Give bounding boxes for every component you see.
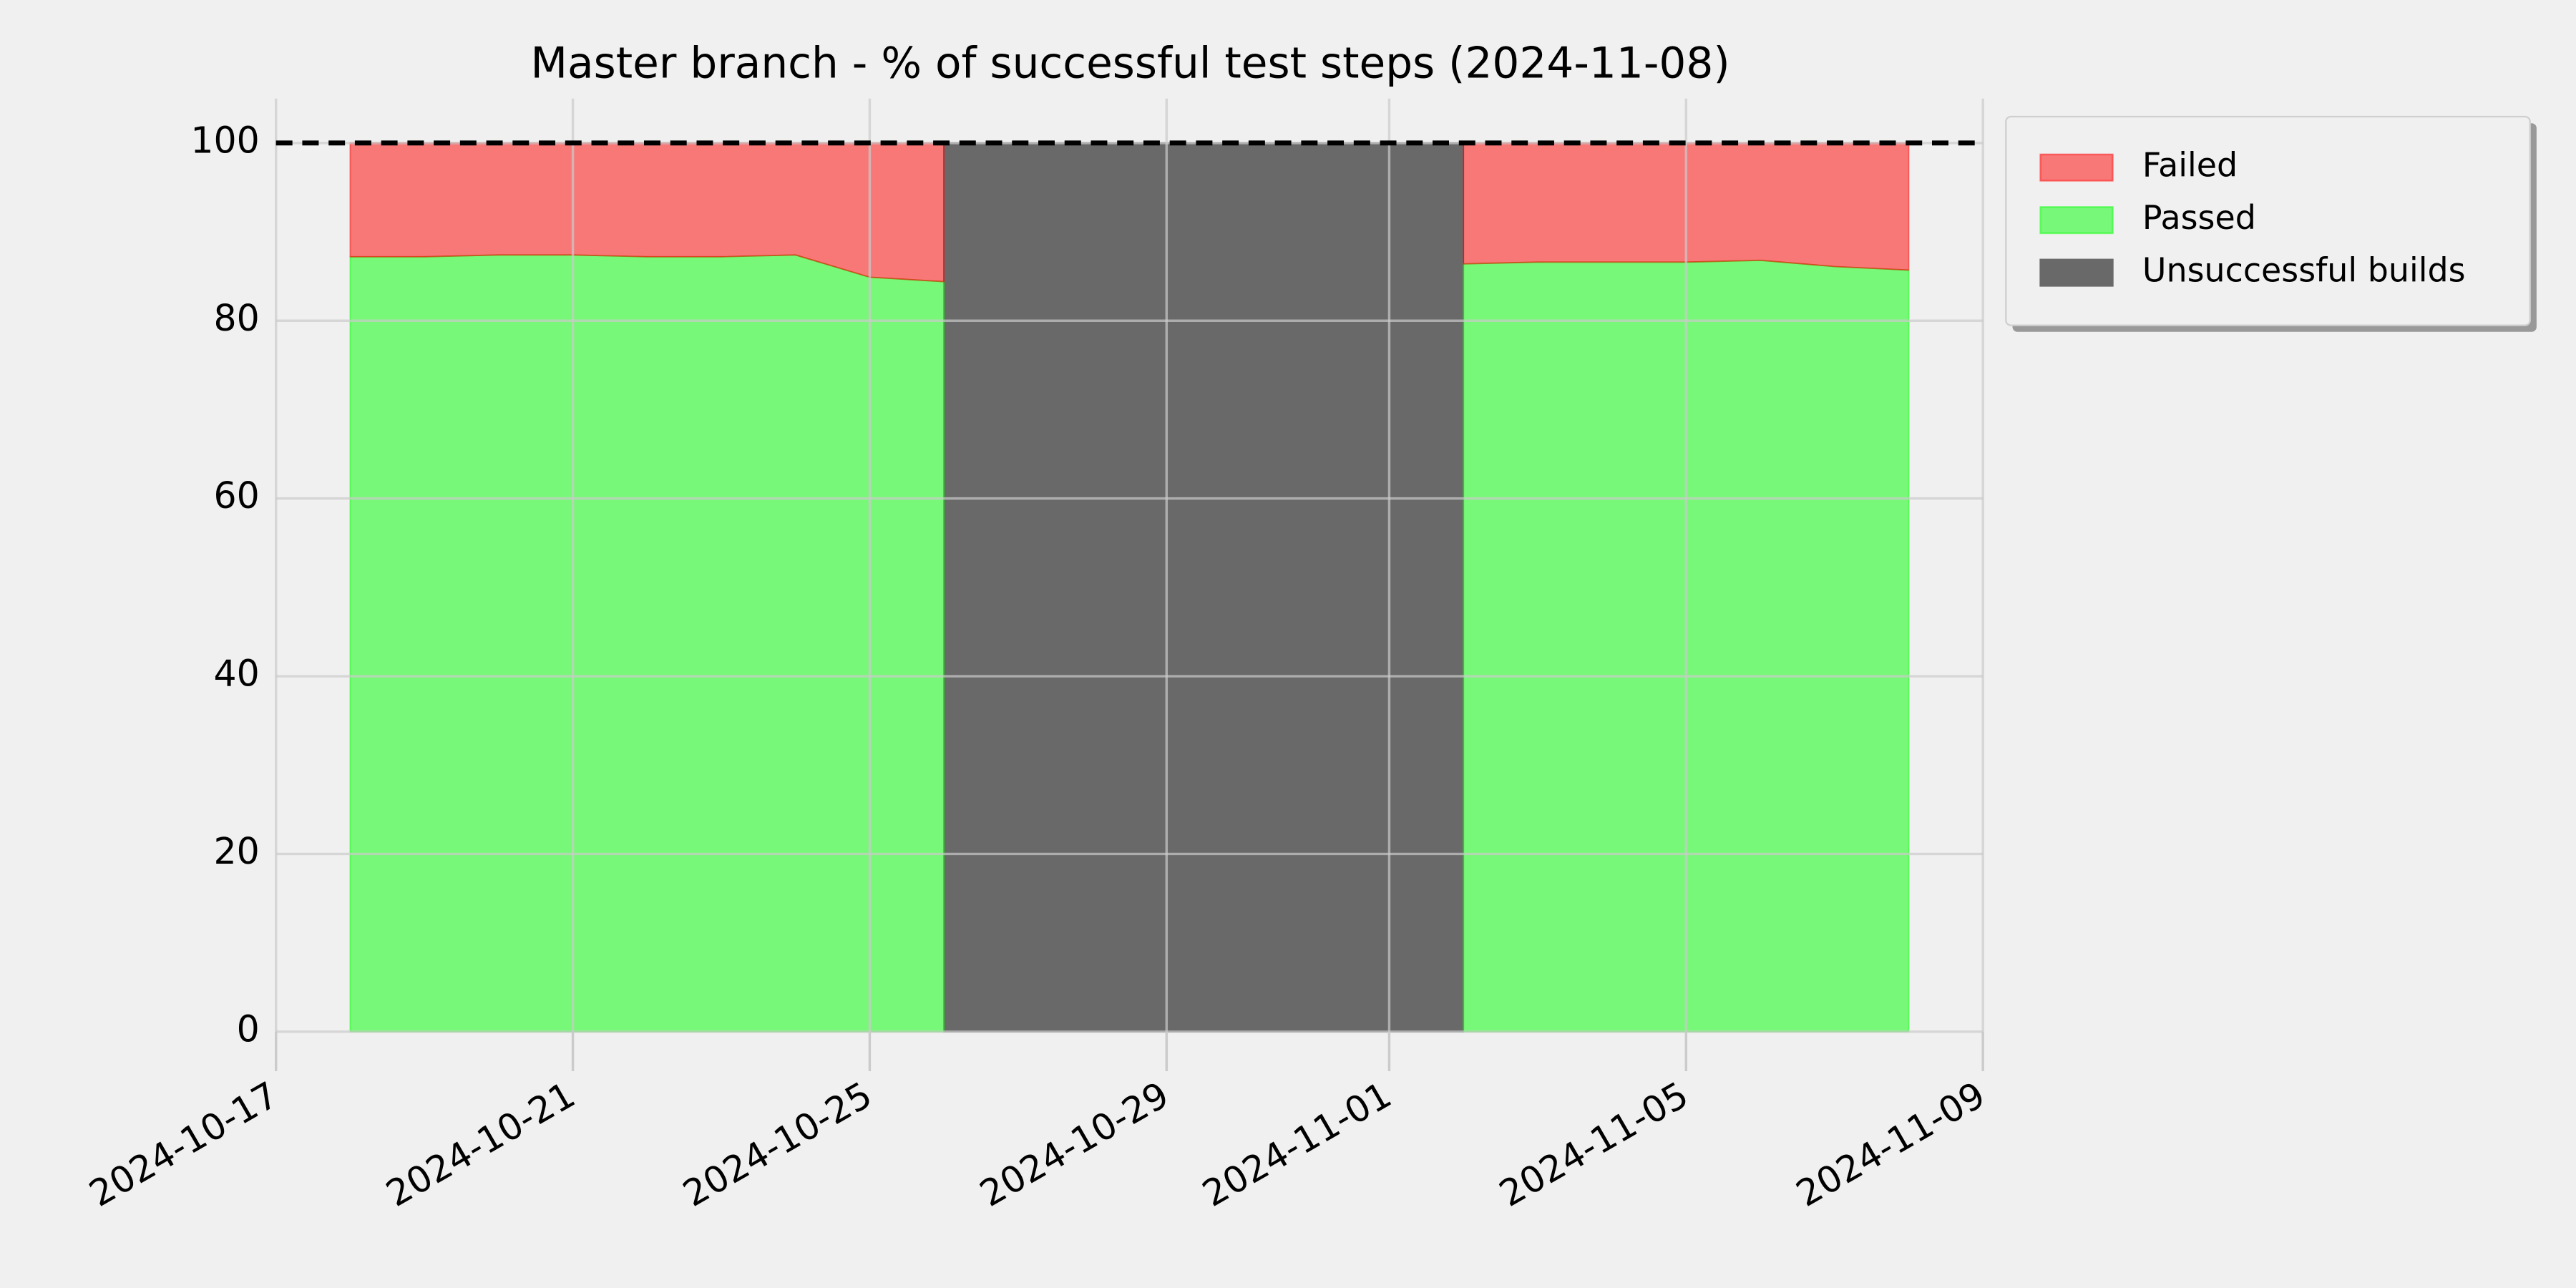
y-tick-label: 0 (237, 1008, 260, 1050)
legend-swatch (2039, 206, 2114, 235)
y-tick-label: 100 (190, 119, 259, 161)
legend-label: Unsuccessful builds (2142, 251, 2466, 290)
y-tick-label: 20 (213, 830, 259, 872)
y-tick-label: 80 (213, 297, 259, 339)
area (349, 254, 945, 1033)
y-tick-label: 40 (213, 653, 259, 695)
chart-title: Master branch - % of successful test ste… (531, 39, 1730, 88)
legend-swatch (2039, 153, 2114, 182)
legend-label: Passed (2142, 198, 2256, 237)
legend-label: Failed (2142, 146, 2238, 185)
y-tick-label: 60 (213, 474, 259, 517)
legend-box (2005, 115, 2531, 326)
legend-swatch (2039, 258, 2114, 287)
area (943, 142, 1465, 1033)
